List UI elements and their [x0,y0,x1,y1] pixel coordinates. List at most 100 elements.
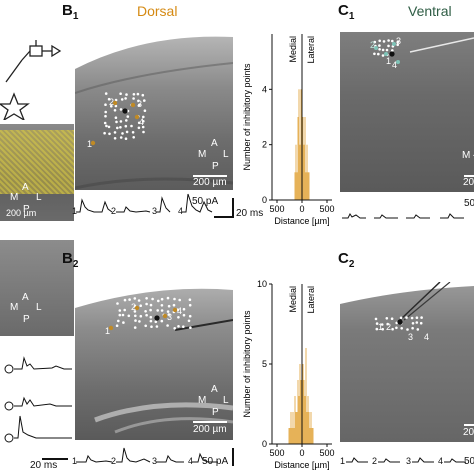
stim-point [149,319,153,323]
stim-point [127,314,131,318]
histogram-bar [299,364,301,444]
annotation-medial: Medial [288,286,298,313]
compass-l: L [223,395,229,406]
stim-point [137,299,141,302]
trace-number: 2 [372,456,378,466]
stim-point [121,313,125,317]
histogram-bar [306,144,308,200]
image-scale-bar [193,421,227,423]
histogram-bar [311,428,313,444]
stim-point [134,314,137,318]
panel-label-b1: B1 [62,2,78,22]
histogram-bar [302,117,304,200]
stim-point [107,125,111,129]
histogram-bar [292,412,294,444]
amp-scale-bar [232,198,234,216]
map-label: 1 [105,326,111,336]
stim-point [114,116,118,119]
b1-map-markers [90,100,140,146]
stim-point [142,120,145,123]
histogram-bar [297,117,299,200]
c1-traces [342,213,464,219]
map-label: 1 [87,139,93,149]
y-tick-label: 5 [262,359,267,369]
c2-tissue [340,282,474,331]
histogram-bar [298,89,300,200]
stim-point [143,99,146,102]
map-label: 3 [137,99,143,109]
image-scale-bar [193,175,227,177]
map-label: 4 [139,117,145,127]
compass-p: P [212,407,219,418]
x-tick-label: 0 [299,448,304,458]
histogram-bar [293,428,295,444]
region-title-dorsal: Dorsal [137,3,178,19]
map-label: 2 [370,40,376,50]
stim-point [115,120,118,124]
y-tick-label: 4 [262,84,267,94]
stim-point [142,115,145,119]
y-tick-label: 0 [262,439,267,449]
compass-p: P [23,204,30,215]
b2-tissue [75,280,233,434]
stim-point [104,114,107,118]
trace-number: 2 [111,206,117,216]
stim-point [139,304,142,307]
c1-micrograph: 2 3 1 4 M – 20 [340,32,474,192]
stim-point [167,313,171,316]
stim-point [381,54,385,57]
map-label: 3 [167,312,173,322]
stim-point [110,104,113,108]
image-scale-bar [464,175,474,177]
histogram-bar [303,380,305,444]
stim-point [187,319,191,323]
left-time-scale-bar [42,458,68,460]
panel-label-b2: B2 [62,250,78,270]
histogram-bar [294,172,296,200]
stim-point [374,317,378,321]
stim-point [188,298,192,301]
stim-point [166,310,170,313]
map-label: 4 [177,306,183,316]
stim-point [173,297,176,301]
stim-point [157,299,160,303]
panel-label-c2: C2 [338,250,354,270]
stim-point [124,137,128,140]
stim-point [160,304,164,307]
recording-setup-schematic [0,40,62,120]
stim-point [156,309,159,312]
stim-point [133,326,137,329]
histogram-bar [299,144,301,200]
histogram-bar [308,412,310,444]
trace-number: 1 [340,456,346,466]
stim-point [126,115,130,118]
histogram-bar [289,428,291,444]
histogram-bar [306,412,308,444]
trace-number: 4 [178,206,184,216]
stim-point [149,315,153,319]
histogram-bar [304,396,306,444]
stim-point [378,48,381,51]
stim-point [381,327,384,331]
left-time-scale-label: 20 ms [30,460,58,471]
stim-point [375,327,379,331]
compass-a: A [22,292,29,303]
time-scale-label: 20 ms [236,208,264,219]
annotation-lateral: Lateral [306,286,316,314]
stim-point [188,314,192,318]
panel-subscript: 2 [72,259,79,270]
x-tick-label: 500 [319,448,334,458]
x-tick-label: 0 [299,204,304,214]
stim-point [382,40,386,43]
stim-point [122,321,125,324]
stim-point [114,98,118,102]
map-label: 1 [378,322,384,332]
histogram-bar [298,396,300,444]
trace-number: 4 [188,456,194,466]
stim-point [172,303,176,307]
stim-point [154,320,158,324]
stim-point [144,324,147,328]
histogram-bar [297,380,299,444]
stim-point [137,99,140,103]
